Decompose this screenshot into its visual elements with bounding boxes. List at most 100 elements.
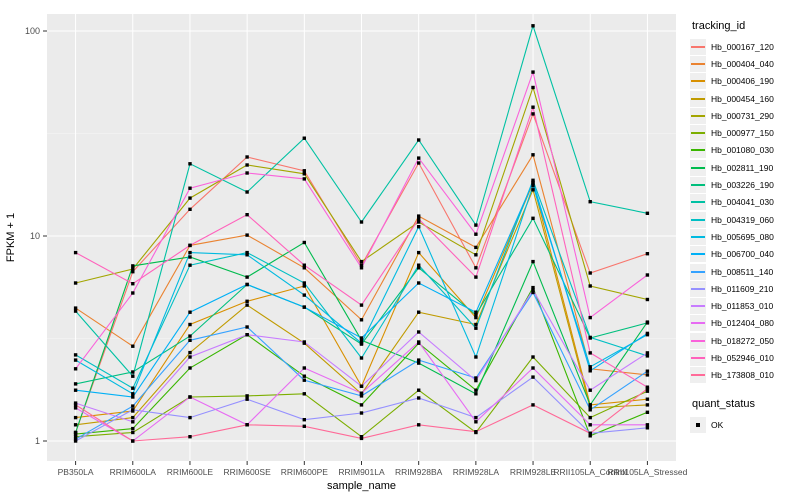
data-point[interactable] <box>73 281 78 285</box>
data-point[interactable] <box>245 333 249 337</box>
data-point[interactable] <box>188 435 192 439</box>
data-point[interactable] <box>359 356 364 360</box>
data-point[interactable] <box>417 138 421 142</box>
data-point[interactable] <box>302 374 306 378</box>
data-point[interactable] <box>359 391 364 395</box>
data-point[interactable] <box>131 420 135 424</box>
data-point[interactable] <box>359 263 364 267</box>
data-point[interactable] <box>131 374 135 378</box>
data-point[interactable] <box>645 426 650 430</box>
data-point[interactable] <box>588 434 592 438</box>
data-point[interactable] <box>131 270 135 274</box>
data-point[interactable] <box>245 250 249 255</box>
data-point[interactable] <box>73 439 78 443</box>
data-point[interactable] <box>188 162 192 166</box>
data-point[interactable] <box>645 252 650 256</box>
data-point[interactable] <box>531 290 535 295</box>
data-point[interactable] <box>588 415 592 420</box>
data-point[interactable] <box>131 267 135 271</box>
data-point[interactable] <box>73 403 78 407</box>
data-point[interactable] <box>474 310 478 314</box>
data-point[interactable] <box>188 350 192 355</box>
data-point[interactable] <box>531 178 535 182</box>
data-point[interactable] <box>73 250 78 255</box>
data-point[interactable] <box>645 321 650 325</box>
data-point[interactable] <box>531 188 535 192</box>
data-point[interactable] <box>645 389 650 393</box>
data-point[interactable] <box>588 406 592 410</box>
data-point[interactable] <box>588 408 592 412</box>
data-point[interactable] <box>474 315 478 320</box>
data-point[interactable] <box>474 415 478 420</box>
data-point[interactable] <box>417 361 421 365</box>
data-point[interactable] <box>188 250 192 255</box>
data-point[interactable] <box>188 334 192 338</box>
data-point[interactable] <box>531 216 535 220</box>
data-point[interactable] <box>645 273 650 277</box>
data-point[interactable] <box>188 415 192 420</box>
data-point[interactable] <box>73 367 78 371</box>
data-point[interactable] <box>588 284 592 288</box>
data-point[interactable] <box>188 255 192 259</box>
data-point[interactable] <box>645 297 650 302</box>
data-point[interactable] <box>417 220 421 224</box>
data-point[interactable] <box>131 386 135 390</box>
data-point[interactable] <box>131 415 135 420</box>
data-point[interactable] <box>359 403 364 407</box>
data-point[interactable] <box>588 423 592 427</box>
data-point[interactable] <box>531 105 535 109</box>
data-point[interactable] <box>645 211 650 215</box>
data-point[interactable] <box>588 365 592 369</box>
data-point[interactable] <box>531 288 535 292</box>
data-point[interactable] <box>474 392 478 396</box>
data-point[interactable] <box>302 424 306 428</box>
data-point[interactable] <box>245 171 249 175</box>
data-point[interactable] <box>73 406 78 410</box>
data-point[interactable] <box>73 382 78 386</box>
data-point[interactable] <box>417 330 421 334</box>
data-point[interactable] <box>474 275 478 279</box>
data-point[interactable] <box>474 313 478 317</box>
data-point[interactable] <box>359 394 364 398</box>
data-point[interactable] <box>417 388 421 392</box>
data-point[interactable] <box>73 430 78 435</box>
data-point[interactable] <box>531 112 535 116</box>
data-point[interactable] <box>474 232 478 236</box>
data-point[interactable] <box>645 403 650 407</box>
data-point[interactable] <box>474 266 478 270</box>
data-point[interactable] <box>245 423 249 427</box>
data-point[interactable] <box>359 303 364 307</box>
data-point[interactable] <box>474 378 478 383</box>
data-point[interactable] <box>245 275 249 279</box>
data-point[interactable] <box>188 322 192 327</box>
data-point[interactable] <box>588 388 592 392</box>
data-point[interactable] <box>359 318 364 322</box>
data-point[interactable] <box>417 263 421 267</box>
data-point[interactable] <box>474 376 478 380</box>
data-point[interactable] <box>302 172 306 176</box>
data-point[interactable] <box>131 439 135 443</box>
data-point[interactable] <box>531 375 535 379</box>
data-point[interactable] <box>302 177 306 181</box>
data-point[interactable] <box>359 411 364 415</box>
data-point[interactable] <box>645 387 650 391</box>
data-point[interactable] <box>188 243 192 248</box>
data-point[interactable] <box>474 355 478 359</box>
data-point[interactable] <box>531 153 535 157</box>
data-point[interactable] <box>188 338 192 342</box>
data-point[interactable] <box>188 310 192 314</box>
data-point[interactable] <box>359 336 364 340</box>
data-point[interactable] <box>588 271 592 275</box>
data-point[interactable] <box>131 426 135 431</box>
data-point[interactable] <box>188 207 192 211</box>
data-point[interactable] <box>417 156 421 160</box>
data-point[interactable] <box>531 355 535 359</box>
data-point[interactable] <box>73 353 78 357</box>
data-point[interactable] <box>531 403 535 407</box>
data-point[interactable] <box>645 354 650 358</box>
data-point[interactable] <box>302 240 306 245</box>
data-point[interactable] <box>73 435 78 439</box>
data-point[interactable] <box>645 397 650 401</box>
data-point[interactable] <box>73 415 78 420</box>
data-point[interactable] <box>588 403 592 407</box>
